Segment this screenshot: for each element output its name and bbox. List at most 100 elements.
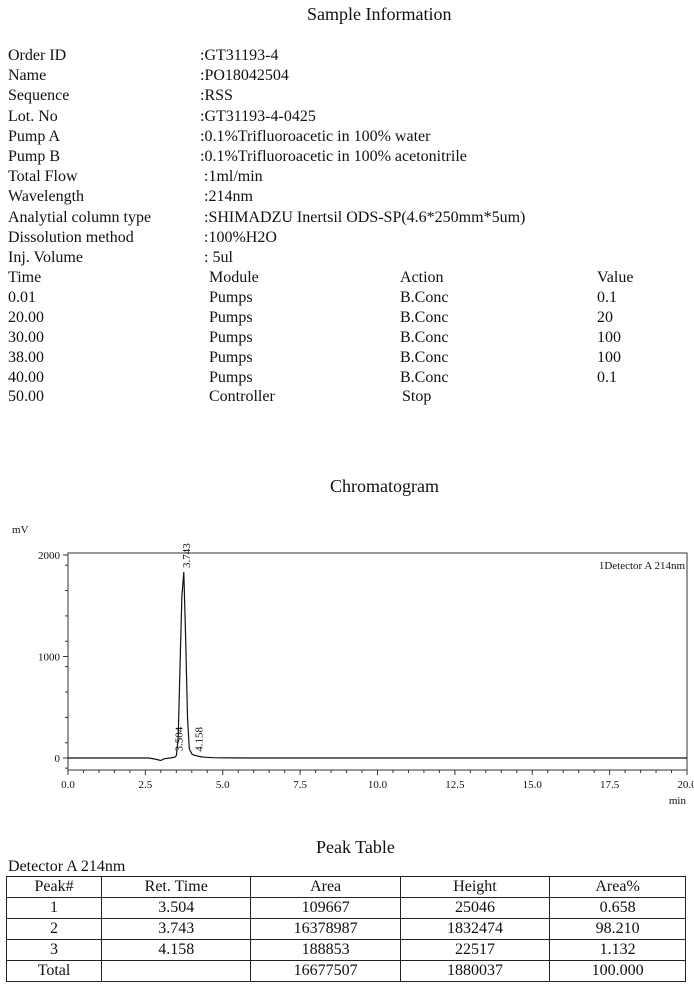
- program-header-cell: Value: [597, 269, 634, 286]
- info-label: Analytial column type: [8, 208, 152, 226]
- program-cell: Pumps: [209, 308, 253, 326]
- peak-label: 4.158: [194, 727, 206, 752]
- x-tick-label: 0.0: [61, 779, 75, 791]
- info-label: Name: [8, 67, 47, 85]
- peak-table-header-cell: Area: [250, 876, 401, 898]
- program-cell: 100: [597, 348, 621, 366]
- info-label: Lot. No: [8, 107, 58, 125]
- program-cell: B.Conc: [400, 308, 449, 326]
- program-cell: 0.01: [8, 288, 36, 306]
- peak-table-cell: 4.158: [101, 939, 252, 961]
- info-label: Pump A: [8, 127, 61, 145]
- x-tick-label: 17.5: [600, 779, 620, 791]
- peak-table-header-cell: Area%: [549, 876, 686, 898]
- peak-table-title: Peak Table: [316, 837, 395, 857]
- peak-table-header-cell: Ret. Time: [101, 876, 252, 898]
- program-cell: B.Conc: [400, 328, 449, 346]
- program-cell: B.Conc: [400, 348, 449, 366]
- info-value: :GT31193-4: [200, 47, 279, 64]
- series-line: [68, 572, 687, 762]
- table-row: 2 3.743 16378987 1832474 98.210: [5, 918, 686, 940]
- peak-table-cell: 109667: [250, 897, 401, 919]
- info-value: :1ml/min: [204, 168, 263, 186]
- y-tick-label: 0: [55, 753, 61, 765]
- peak-table-cell: 3.743: [101, 918, 252, 940]
- peak-table-cell: Total: [5, 960, 103, 982]
- program-header-cell: Time: [8, 269, 42, 286]
- program-cell: 38.00: [8, 348, 44, 366]
- peak-table-cell: 2: [5, 918, 103, 940]
- peak-table-cell: 1880037: [399, 960, 551, 982]
- peak-table-header: Peak# Ret. Time Area Height Area%: [5, 876, 686, 898]
- program-cell: Pumps: [209, 288, 253, 306]
- program-cell: Stop: [402, 388, 432, 406]
- legend-label: 1Detector A 214nm: [599, 560, 686, 572]
- info-label: Dissolution method: [8, 228, 134, 246]
- peak-table-cell: 25046: [399, 897, 551, 919]
- peak-label: 3.743: [181, 543, 193, 568]
- peak-table-cell: 188853: [250, 939, 401, 961]
- info-label: Pump B: [8, 148, 61, 165]
- peak-table-header-cell: Height: [399, 876, 551, 898]
- x-tick-label: 7.5: [293, 779, 307, 791]
- peak-table-cell: 3.504: [101, 897, 252, 919]
- peak-table-cell: 0.658: [549, 897, 686, 919]
- info-value: :GT31193-4-0425: [200, 107, 316, 125]
- x-tick-label: 5.0: [216, 779, 230, 791]
- table-row: 3 4.158 188853 22517 1.132: [5, 939, 686, 961]
- peak-label: 3.504: [173, 726, 185, 751]
- info-value: :PO18042504: [200, 67, 289, 85]
- program-cell: B.Conc: [400, 288, 449, 306]
- chart-title: Chromatogram: [330, 476, 439, 496]
- peak-table-detector: Detector A 214nm: [8, 858, 126, 875]
- program-cell: 40.00: [8, 368, 44, 386]
- program-cell: 50.00: [8, 388, 44, 406]
- x-tick-label: 10.0: [368, 779, 388, 791]
- peak-table-cell: 16378987: [250, 918, 401, 940]
- info-value: :100%H2O: [204, 228, 277, 246]
- program-cell: Pumps: [209, 348, 253, 366]
- peak-table-cell: 1: [5, 897, 103, 919]
- x-tick-label: 20.0: [677, 779, 694, 791]
- table-row: 1 3.504 109667 25046 0.658: [5, 897, 686, 919]
- program-cell: 20.00: [8, 308, 44, 326]
- program-header-cell: Action: [400, 269, 444, 286]
- peak-table-header-cell: Peak#: [5, 876, 103, 898]
- info-label: Order ID: [8, 47, 67, 64]
- x-axis-label: min: [669, 795, 687, 807]
- y-axis-label: mV: [12, 524, 29, 536]
- info-label: Inj. Volume: [8, 249, 83, 266]
- peak-table-cell: 98.210: [549, 918, 686, 940]
- program-cell: 30.00: [8, 328, 44, 346]
- program-cell: 20: [597, 308, 613, 326]
- sample-info-title: Sample Information: [307, 4, 452, 24]
- x-tick-label: 15.0: [523, 779, 543, 791]
- program-cell: Controller: [209, 388, 275, 406]
- info-label: Total Flow: [8, 168, 78, 186]
- peak-table-cell: 100.000: [549, 960, 686, 982]
- program-cell: 100: [597, 328, 621, 346]
- program-cell: 0.1: [597, 288, 617, 306]
- peak-table: Peak# Ret. Time Area Height Area% 1 3.504 1096…: [5, 876, 686, 982]
- info-label: Sequence: [8, 87, 70, 105]
- info-value: :SHIMADZU Inertsil ODS-SP(4.6*250mm*5um): [204, 208, 526, 226]
- peak-table-cell: 22517: [399, 939, 551, 961]
- peak-table-cell: 16677507: [250, 960, 401, 982]
- info-value: :214nm: [204, 188, 253, 206]
- program-header-cell: Module: [209, 269, 259, 286]
- info-label: Wavelength: [8, 188, 85, 206]
- program-cell: Pumps: [209, 328, 253, 346]
- y-tick-label: 2000: [38, 550, 61, 562]
- info-value: :0.1%Trifluoroacetic in 100% water: [200, 127, 431, 145]
- chromatogram-chart: 0 1000 2000 0.0 2.5 5.0 7.5 10.0 12.5 15.0 17.5 20.…: [12, 524, 694, 807]
- info-value: :0.1%Trifluoroacetic in 100% acetonitril…: [200, 148, 467, 165]
- program-cell: Pumps: [209, 368, 253, 386]
- peak-table-cell: [101, 960, 252, 982]
- peak-table-cell: 1832474: [399, 918, 551, 940]
- y-tick-label: 1000: [38, 652, 61, 664]
- peak-table-cell: 1.132: [549, 939, 686, 961]
- program-cell: B.Conc: [400, 368, 449, 386]
- plot-frame: [67, 552, 688, 771]
- x-tick-label: 2.5: [139, 779, 153, 791]
- program-cell: 0.1: [597, 368, 617, 386]
